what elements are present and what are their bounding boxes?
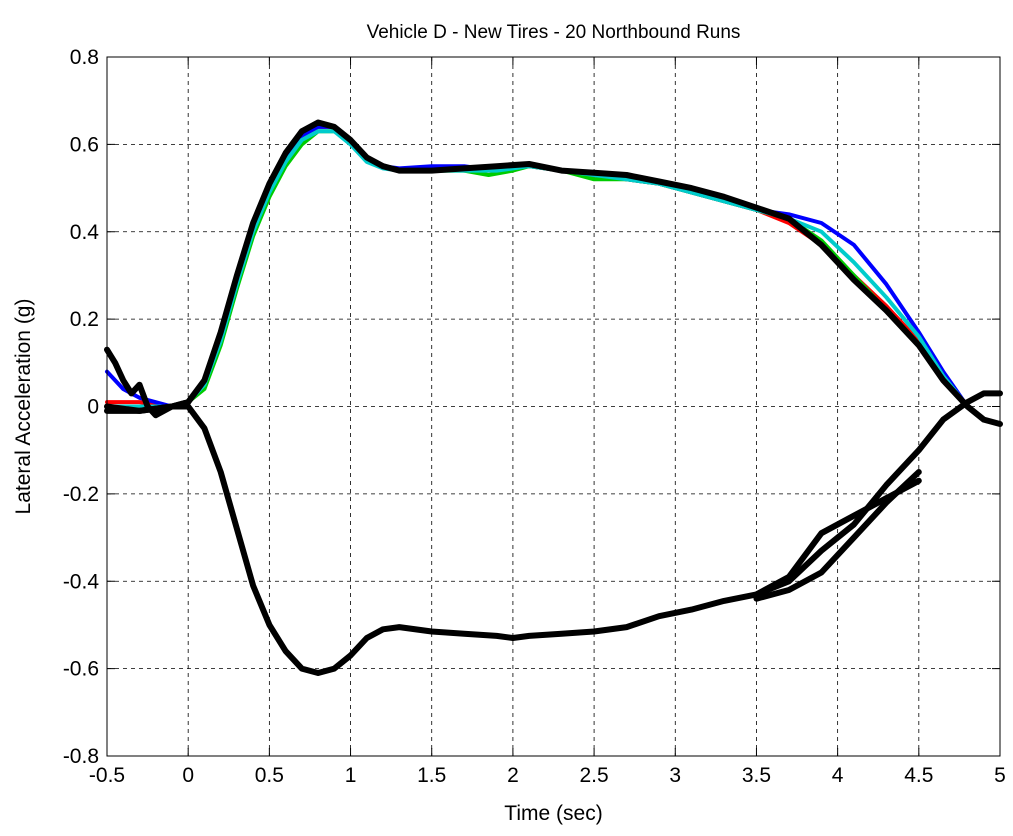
- x-tick-label: 1.5: [417, 764, 446, 787]
- x-axis-title: Time (sec): [504, 802, 602, 825]
- x-tick-label: 4.5: [904, 764, 933, 787]
- y-tick-label: -0.6: [63, 658, 99, 681]
- x-tick-label: 2: [507, 764, 519, 787]
- x-tick-label: 0.5: [255, 764, 284, 787]
- x-tick-label: 2.5: [579, 764, 608, 787]
- chart-title: Vehicle D - New Tires - 20 Northbound Ru…: [367, 22, 741, 43]
- y-tick-label: -0.2: [63, 483, 99, 506]
- x-tick-label: 5: [994, 764, 1006, 787]
- series-line-7: [104, 390, 1003, 676]
- series-line-5: [104, 119, 1003, 427]
- grid-lines: [107, 57, 1000, 756]
- y-tick-label: 0.2: [70, 308, 99, 331]
- x-tick-label: 0: [182, 764, 194, 787]
- series-lines: [104, 119, 1003, 676]
- y-axis-title: Lateral Acceleration (g): [12, 299, 35, 515]
- series-line-9: [753, 469, 922, 602]
- x-tick-label: 3: [669, 764, 681, 787]
- y-tick-label: 0: [87, 396, 99, 419]
- x-tick-label: 4: [832, 764, 844, 787]
- x-tick-label: 3.5: [742, 764, 771, 787]
- y-tick-label: 0.6: [70, 133, 99, 156]
- y-tick-label: 0.8: [70, 46, 99, 69]
- axis-ticks: -0.5 0 0.5 1 1.5 2 2.5 3 3.5 4 4.5 5 -0.8 -0.6 -0.4 -0.…: [63, 46, 1006, 787]
- y-tick-label: -0.8: [63, 745, 99, 768]
- x-tick-label: -0.5: [89, 764, 125, 787]
- y-tick-label: 0.4: [70, 221, 100, 244]
- x-tick-label: 1: [345, 764, 357, 787]
- y-tick-label: -0.4: [63, 570, 100, 593]
